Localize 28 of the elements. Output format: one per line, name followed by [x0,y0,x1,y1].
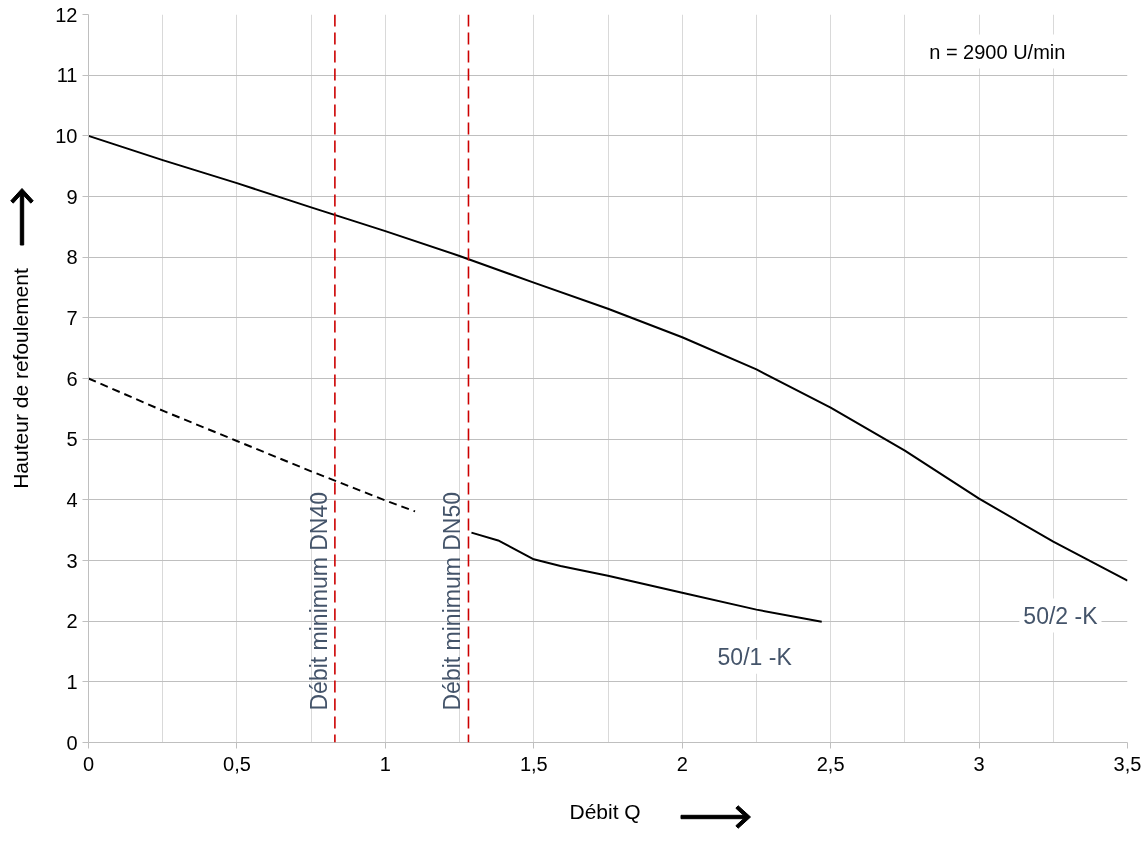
x-axis-title: Débit Q [569,799,641,823]
x-tick-label: 0,5 [223,752,251,775]
y-tick-label: 7 [66,306,78,329]
y-tick-label: 8 [66,246,78,269]
x-tick-label: 2,5 [816,752,845,775]
x-tick-label: 2 [676,752,688,775]
y-tick-label: 9 [66,185,78,208]
y-tick-label: 6 [66,367,78,390]
x-tick-label: 1,5 [519,752,548,775]
series-label: 50/2 -K [1023,602,1099,629]
annotation: n = 2900 U/min [929,40,1066,63]
series-label: 50/1 -K [717,643,793,670]
y-tick-label: 10 [55,124,78,147]
x-tick-label: 3,5 [1113,752,1142,775]
y-tick-label: 4 [66,488,78,511]
y-tick-label: 3 [66,549,78,572]
y-tick-label: 2 [66,610,78,633]
y-axis-title: Hauteur de refoulement [9,268,33,489]
ref-line-label: Débit minimum DN50 [439,491,466,711]
x-tick-label: 0 [82,752,95,775]
y-tick-label: 5 [66,428,78,451]
y-tick-label: 12 [55,3,78,26]
ref-line-label: Débit minimum DN40 [305,491,332,711]
y-tick-label: 0 [66,731,78,754]
y-tick-label: 11 [56,64,78,87]
x-tick-label: 1 [379,752,391,775]
x-tick-label: 3 [973,752,985,775]
y-tick-label: 1 [66,670,78,693]
